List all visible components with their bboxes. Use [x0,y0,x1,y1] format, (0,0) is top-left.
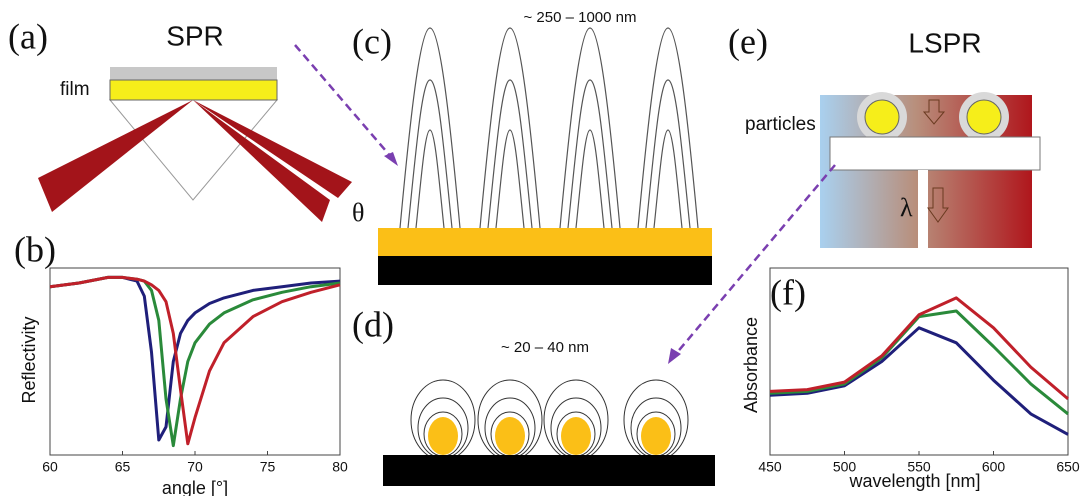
x-tick-label: 550 [907,459,931,475]
plot-area [769,267,1069,456]
angle-label: θ [352,198,364,227]
wavelength-label: λ [900,193,913,222]
arrow [294,44,393,159]
x-tick-label: 80 [332,459,348,475]
panel-label: (f) [770,272,806,312]
substrate [829,136,1041,171]
gap [918,170,928,248]
size-label: ~ 20 – 40 nm [501,339,589,356]
arrow [927,187,949,223]
particle [864,99,900,135]
x-tick-label: 600 [982,459,1006,475]
panel-label: (a) [8,16,48,56]
substrate [383,455,715,486]
nanoparticle [410,379,476,461]
arrow [674,164,836,356]
film [109,79,278,101]
series-line [769,296,1069,401]
gold-layer [378,228,712,256]
metal-layer [110,67,277,80]
substrate [378,256,712,285]
size-label: ~ 250 – 1000 nm [523,9,636,26]
panel-label: (b) [14,229,56,269]
label: film [60,79,90,100]
beam-out [193,100,330,222]
x-tick-label: 75 [260,459,276,475]
x-tick-label: 450 [758,459,782,475]
beam-out [193,100,352,198]
y-axis-label: Reflectivity [19,316,39,403]
x-tick-label: 500 [833,459,857,475]
panel-label: (c) [352,21,392,61]
beam-in [38,100,193,212]
x-tick-label: 60 [42,459,58,475]
arrow-head [384,152,398,166]
panel-label: (e) [728,21,768,61]
x-axis-label: angle [°] [162,478,228,496]
panel-d: (d) ~ 20 – 40 nm [352,304,715,486]
x-axis-label: wavelength [nm] [848,471,980,491]
panel-e: λ (e) LSPR particles [728,21,1041,248]
x-tick-label: 70 [187,459,203,475]
y-axis-label: Absorbance [741,317,761,413]
panel-title: SPR [166,20,224,51]
panel-title: LSPR [908,27,981,58]
x-tick-label: 65 [115,459,131,475]
series-line [769,326,1069,436]
particle [966,99,1002,135]
panel-c [399,27,699,229]
series-line [49,275,341,446]
field-lines [399,27,461,229]
label: particles [745,114,816,135]
panel-a: (a) SPR film [8,16,352,222]
arrow [922,99,946,125]
x-tick-label: 650 [1056,459,1080,475]
panel-label: (d) [352,304,394,344]
arrow-head [668,348,681,364]
